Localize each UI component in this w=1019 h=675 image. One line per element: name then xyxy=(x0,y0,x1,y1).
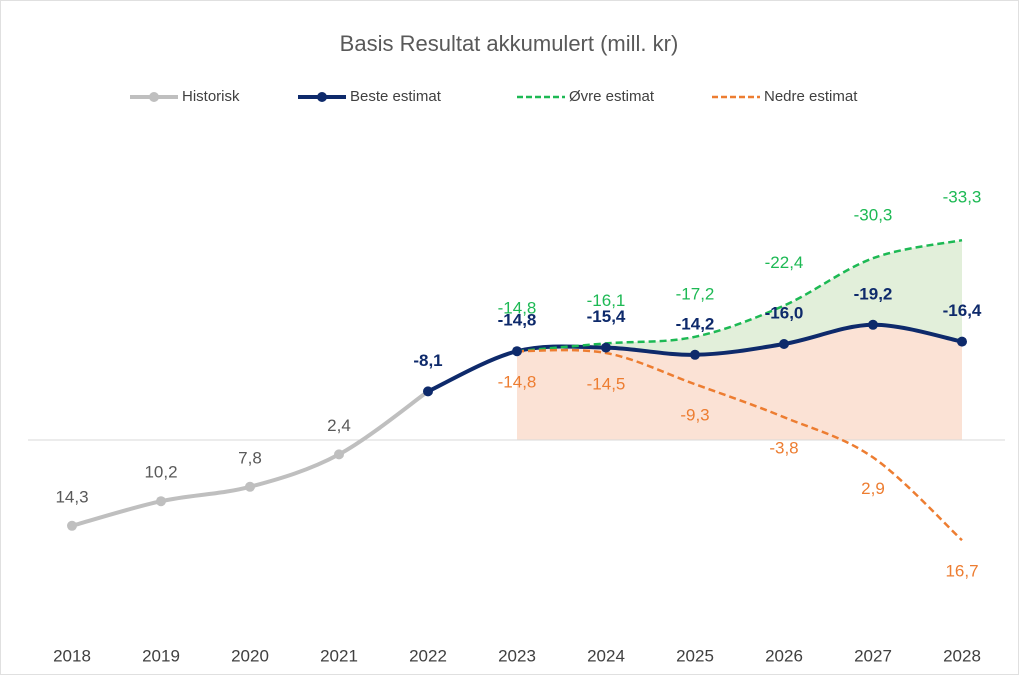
point xyxy=(512,346,522,357)
data-label: -30,3 xyxy=(854,206,893,225)
data-label: -19,2 xyxy=(854,284,893,303)
x-tick-label: 2018 xyxy=(53,646,91,665)
data-label: -33,3 xyxy=(943,188,982,207)
data-label: -14,8 xyxy=(498,311,537,330)
data-label: -14,2 xyxy=(676,314,715,333)
legend-label: Øvre estimat xyxy=(569,88,655,105)
point xyxy=(957,336,967,347)
data-label: 10,2 xyxy=(144,463,177,482)
x-tick-label: 2023 xyxy=(498,646,536,665)
data-label: 14,3 xyxy=(55,487,88,506)
legend-label: Beste estimat xyxy=(350,88,442,105)
point xyxy=(245,481,255,492)
x-tick-label: 2022 xyxy=(409,646,447,665)
chart-title: Basis Resultat akkumulert (mill. kr) xyxy=(340,31,679,56)
legend-marker xyxy=(317,92,327,102)
point xyxy=(868,319,878,330)
data-label: -15,4 xyxy=(587,307,626,326)
point xyxy=(67,520,77,531)
data-label: -16,4 xyxy=(943,301,982,320)
point xyxy=(601,342,611,353)
legend-label: Nedre estimat xyxy=(764,88,858,105)
point xyxy=(423,386,433,397)
legend-label: Historisk xyxy=(182,88,240,105)
data-label: -14,5 xyxy=(587,374,626,393)
x-tick-label: 2025 xyxy=(676,646,714,665)
point xyxy=(779,339,789,349)
point xyxy=(334,449,344,460)
x-tick-label: 2028 xyxy=(943,646,981,665)
data-label: -22,4 xyxy=(765,253,804,272)
data-label: 2,9 xyxy=(861,479,885,498)
data-label: -16,1 xyxy=(587,291,626,310)
data-label: -3,8 xyxy=(769,439,798,458)
data-label: 7,8 xyxy=(238,448,262,467)
x-tick-label: 2020 xyxy=(231,646,269,665)
data-label: 16,7 xyxy=(945,562,978,581)
lower-band xyxy=(517,324,962,440)
series-line xyxy=(516,348,963,542)
point xyxy=(156,496,166,507)
x-tick-label: 2019 xyxy=(142,646,180,665)
series-line xyxy=(516,238,963,353)
x-tick-label: 2026 xyxy=(765,646,803,665)
data-label: -16,0 xyxy=(765,303,804,322)
data-label: -9,3 xyxy=(680,406,709,425)
x-tick-label: 2024 xyxy=(587,646,625,665)
data-label: -17,2 xyxy=(676,284,715,303)
legend-marker xyxy=(149,92,159,102)
data-label: -8,1 xyxy=(413,351,442,370)
x-tick-label: 2027 xyxy=(854,646,892,665)
data-label: 2,4 xyxy=(327,416,351,435)
point xyxy=(690,349,700,360)
data-label: -14,8 xyxy=(498,299,537,318)
data-label: -14,8 xyxy=(498,373,537,392)
x-tick-label: 2021 xyxy=(320,646,358,665)
